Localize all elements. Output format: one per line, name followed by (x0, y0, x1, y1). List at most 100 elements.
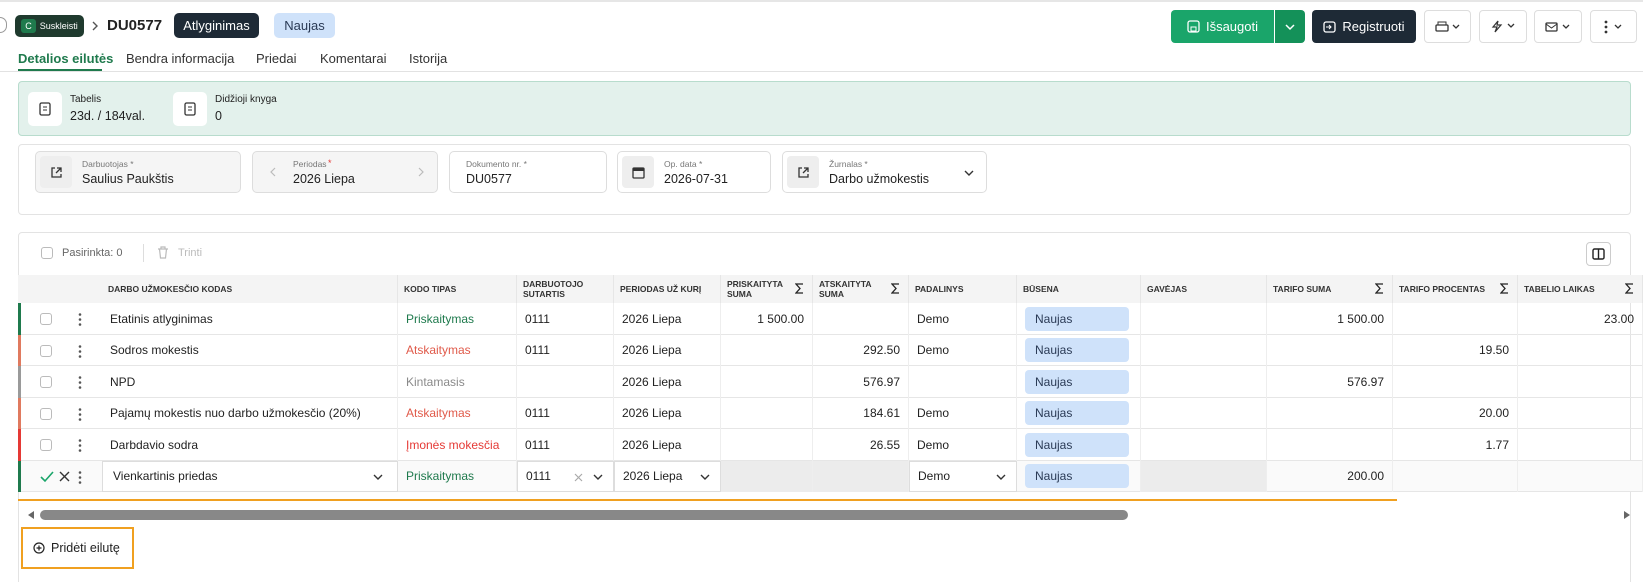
tab[interactable]: Komentarai (320, 51, 387, 66)
table-cell: 26.55 (813, 429, 909, 461)
tab[interactable]: Bendra informacija (126, 51, 235, 66)
select-all-checkbox[interactable] (41, 247, 53, 259)
flash-icon (1491, 20, 1515, 33)
field-value: Saulius Paukštis (82, 172, 174, 186)
table-cell: Naujas (1017, 460, 1141, 492)
field[interactable]: Dokumento nr. * DU0577 (449, 151, 607, 193)
register-icon (1323, 20, 1337, 33)
mail-button[interactable] (1534, 10, 1582, 43)
save-menu[interactable] (1275, 10, 1305, 43)
print-button[interactable] (1424, 10, 1471, 43)
sum-icon (1625, 283, 1633, 294)
row-checkbox[interactable] (40, 313, 52, 325)
more-button[interactable] (1590, 10, 1637, 43)
column-header: ATSKAITYTA SUMA (813, 275, 909, 303)
columns-button[interactable] (1586, 242, 1611, 266)
cell-text: 0111 (525, 406, 550, 421)
register-button[interactable]: Registruoti (1312, 10, 1416, 43)
table-cell: 2026 Liepa (614, 303, 721, 335)
status-badge: Naujas (1025, 369, 1129, 394)
table-cell: Naujas (1017, 303, 1141, 335)
tab[interactable]: Priedai (256, 51, 297, 66)
cell-text: 2026 Liepa (622, 374, 682, 389)
add-row-button[interactable]: Pridėti eilutę (21, 527, 134, 569)
column-header: PRISKAITYTA SUMA (721, 275, 813, 303)
icon (39, 102, 51, 116)
breadcrumb-chevron (92, 21, 98, 31)
table-cell (1267, 397, 1393, 429)
dropdown-chevron (996, 474, 1006, 480)
sum-icon (891, 283, 899, 294)
doc-number: DU0577 (107, 17, 163, 34)
table-cell: 0111 (517, 334, 614, 366)
table: DARBO UŽMOKESČIO KODAS KODO TIPAS DARBUOTO… (18, 275, 1643, 505)
row-checkbox[interactable] (40, 344, 52, 357)
save-button[interactable]: Išsaugoti (1171, 10, 1274, 43)
cell-text: 0111 (525, 343, 550, 358)
table-cell (1518, 366, 1643, 398)
table-cell: 0111 (517, 303, 614, 335)
cell-text: 1 500.00 (1337, 311, 1384, 326)
field[interactable]: Periodas * 2026 Liepa (252, 151, 438, 193)
column-header: DARBUOTOJO SUTARTIS (517, 275, 614, 303)
table-cell (721, 366, 813, 398)
prev-arrow (270, 167, 276, 177)
table-cell: 2026 Liepa (614, 366, 721, 398)
table-cell: Naujas (1017, 397, 1141, 429)
column-header: TARIFO SUMA (1267, 275, 1393, 303)
table-cell (1267, 429, 1393, 461)
cell-text: 1 500.00 (757, 311, 804, 326)
column-header: PADALINYS (909, 275, 1017, 303)
cell-text: Demo (917, 343, 950, 358)
cell-text: 200.00 (1347, 469, 1384, 484)
collapse-badge[interactable]: C Suskleisti (15, 15, 84, 37)
tab[interactable]: Istorija (409, 51, 448, 66)
icon (631, 166, 645, 179)
table-cell[interactable]: Vienkartinis priedas (102, 460, 398, 492)
table-cell[interactable]: Demo (909, 460, 1017, 492)
column-header-label: TARIFO SUMA (1273, 284, 1332, 294)
cell-text: Įmonės mokesčia (406, 437, 500, 452)
table-cell[interactable]: 2026 Liepa (614, 460, 721, 492)
table-cell: Pajamų mokestis nuo darbo užmokesčio (20… (102, 397, 398, 429)
top-border (0, 0, 1643, 2)
field-label: Dokumento nr. * (466, 159, 527, 169)
cell-text: Priskaitymas (406, 469, 475, 484)
save-icon (1187, 20, 1200, 33)
row-menu (78, 313, 82, 326)
table-cell (1518, 334, 1643, 366)
field[interactable]: Op. data * 2026-07-31 (617, 151, 771, 193)
scrollbar[interactable] (24, 510, 1643, 520)
more-icon (1604, 20, 1621, 33)
icon (184, 102, 196, 116)
table-cell: 2026 Liepa (614, 334, 721, 366)
field-icon (787, 156, 819, 188)
collapse-handle[interactable] (0, 17, 7, 33)
actions-button[interactable] (1479, 10, 1527, 43)
field[interactable]: Žurnalas * Darbo užmokestis (782, 151, 987, 193)
row-checkbox[interactable] (40, 407, 52, 420)
table-cell[interactable]: 0111 (517, 460, 614, 492)
table-cell (813, 303, 909, 335)
table-cell: 576.97 (813, 366, 909, 398)
table-cell: 576.97 (1267, 366, 1393, 398)
delete-button[interactable]: Trinti (178, 247, 203, 259)
column-header: TARIFO PROCENTAS (1393, 275, 1518, 303)
column-header-label: KODO TIPAS (404, 284, 457, 294)
tab[interactable]: Detalios eilutės (18, 51, 114, 66)
column-header-label: PERIODAS UŽ KURĮ (620, 284, 702, 294)
table-cell: Demo (909, 397, 1017, 429)
table-cell (909, 366, 1017, 398)
row-checkbox[interactable] (40, 439, 52, 451)
field[interactable]: Darbuotojas * Saulius Paukštis (35, 151, 241, 193)
table-row (18, 335, 1643, 366)
row-checkbox[interactable] (40, 376, 52, 388)
table-cell (721, 397, 813, 429)
table-cell: 0111 (517, 429, 614, 461)
register-label: Registruoti (1342, 19, 1405, 34)
cell-text: 23.00 (1603, 311, 1634, 326)
row-menu (78, 344, 82, 358)
field-value: DU0577 (466, 172, 512, 186)
next-arrow (418, 167, 424, 177)
column-header-label: GAVĖJAS (1147, 284, 1187, 294)
